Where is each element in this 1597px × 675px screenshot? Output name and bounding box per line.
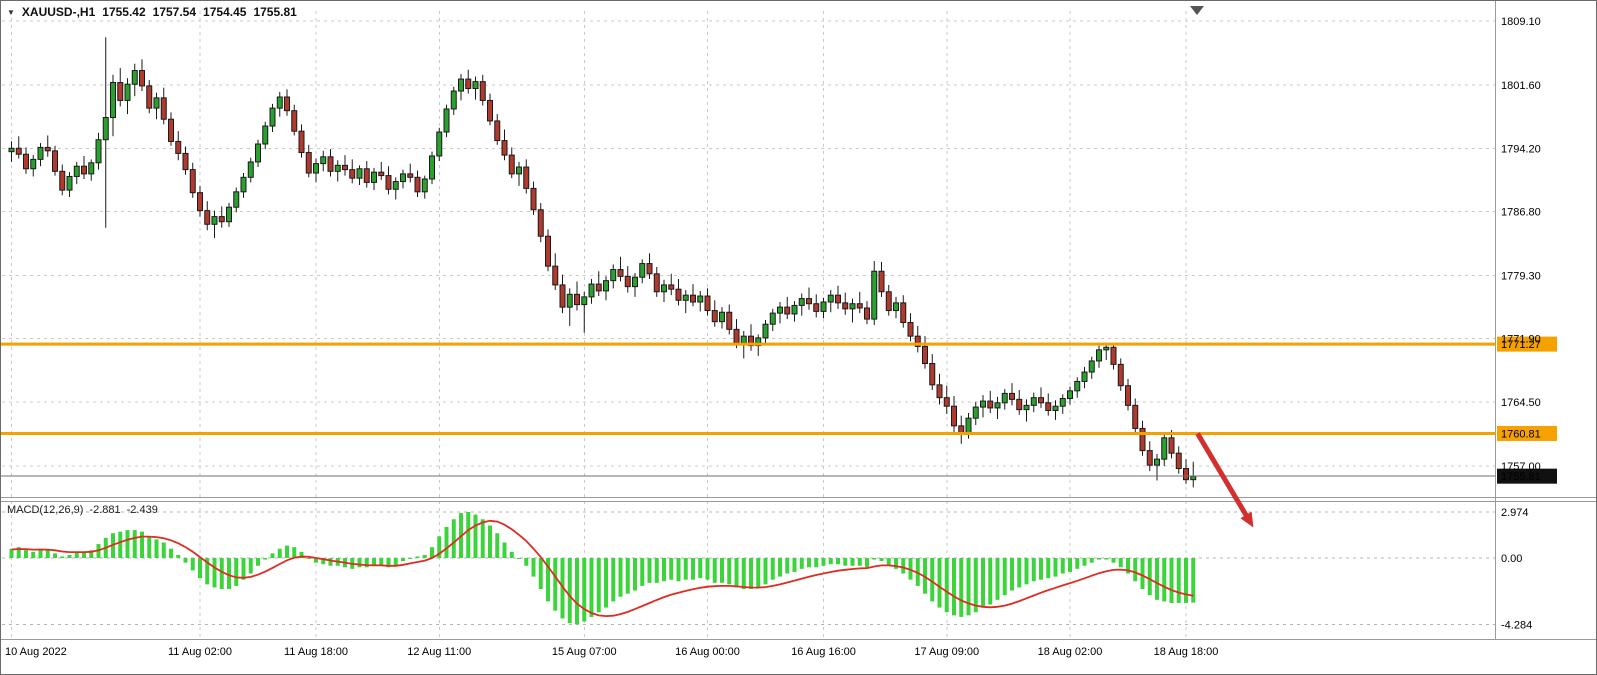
macd-indicator-label: MACD(12,26,9) -2.881 -2.439 bbox=[7, 504, 158, 516]
svg-text:2.974: 2.974 bbox=[1501, 507, 1529, 519]
svg-text:1786.80: 1786.80 bbox=[1501, 206, 1541, 218]
svg-text:16 Aug 16:00: 16 Aug 16:00 bbox=[791, 646, 856, 658]
svg-text:1809.10: 1809.10 bbox=[1501, 16, 1541, 28]
svg-text:18 Aug 18:00: 18 Aug 18:00 bbox=[1154, 646, 1219, 658]
macd-series bbox=[9, 511, 1196, 625]
svg-text:1764.50: 1764.50 bbox=[1501, 397, 1541, 409]
horizontal-line-objects[interactable]: 1771.27 1760.81 bbox=[1, 336, 1557, 441]
price-axis[interactable] bbox=[1494, 1, 1596, 639]
trend-arrow[interactable] bbox=[1195, 432, 1254, 528]
panel-splitter[interactable] bbox=[1, 495, 1596, 503]
svg-text:-4.284: -4.284 bbox=[1501, 619, 1532, 631]
svg-text:1794.20: 1794.20 bbox=[1501, 143, 1541, 155]
svg-text:12 Aug 11:00: 12 Aug 11:00 bbox=[407, 646, 471, 658]
chart-title: ▼ XAUUSD-,H1 1755.42 1757.54 1754.45 175… bbox=[7, 5, 297, 19]
svg-text:11 Aug 18:00: 11 Aug 18:00 bbox=[284, 646, 348, 658]
axis-frame bbox=[1, 1, 1596, 640]
svg-text:10 Aug 2022: 10 Aug 2022 bbox=[5, 646, 67, 658]
ohlc-low-value: 1754.45 bbox=[203, 5, 247, 19]
current-price-line: 1755.81 bbox=[1, 468, 1557, 484]
svg-text:1771.90: 1771.90 bbox=[1501, 334, 1541, 346]
collapse-chart-icon[interactable]: ▼ bbox=[7, 7, 15, 17]
chart-shift-marker-icon[interactable] bbox=[1190, 6, 1204, 15]
macd-signal-line bbox=[11, 519, 1194, 618]
ohlc-high-value: 1757.54 bbox=[152, 5, 197, 19]
svg-text:17 Aug 09:00: 17 Aug 09:00 bbox=[914, 646, 979, 658]
macd-signal-value: -2.439 bbox=[126, 504, 158, 516]
svg-text:1760.81: 1760.81 bbox=[1501, 428, 1541, 440]
svg-text:1801.60: 1801.60 bbox=[1501, 80, 1541, 92]
svg-text:1757.00: 1757.00 bbox=[1501, 461, 1541, 473]
macd-name-label: MACD(12,26,9) bbox=[7, 504, 84, 516]
svg-text:18 Aug 02:00: 18 Aug 02:00 bbox=[1038, 646, 1103, 658]
svg-text:1779.30: 1779.30 bbox=[1501, 271, 1541, 283]
symbol-period-label: XAUUSD-,H1 bbox=[21, 5, 96, 19]
time-axis[interactable] bbox=[1, 640, 1495, 674]
candlestick-series bbox=[8, 37, 1197, 488]
svg-text:16 Aug 00:00: 16 Aug 00:00 bbox=[675, 646, 740, 658]
ohlc-open-value: 1755.42 bbox=[102, 5, 146, 19]
macd-main-value: -2.881 bbox=[89, 504, 121, 516]
ohlc-close-value: 1755.81 bbox=[253, 5, 297, 19]
svg-text:11 Aug 02:00: 11 Aug 02:00 bbox=[168, 646, 232, 658]
svg-text:1755.81: 1755.81 bbox=[1501, 471, 1541, 483]
svg-text:0.00: 0.00 bbox=[1501, 553, 1522, 565]
grid-lines bbox=[2, 11, 1496, 639]
svg-text:15 Aug 07:00: 15 Aug 07:00 bbox=[552, 646, 617, 658]
axis-labels: 1809.10 1801.60 1794.20 1786.80 1779.30 1771.… bbox=[5, 16, 1541, 658]
svg-text:1771.27: 1771.27 bbox=[1501, 339, 1541, 351]
